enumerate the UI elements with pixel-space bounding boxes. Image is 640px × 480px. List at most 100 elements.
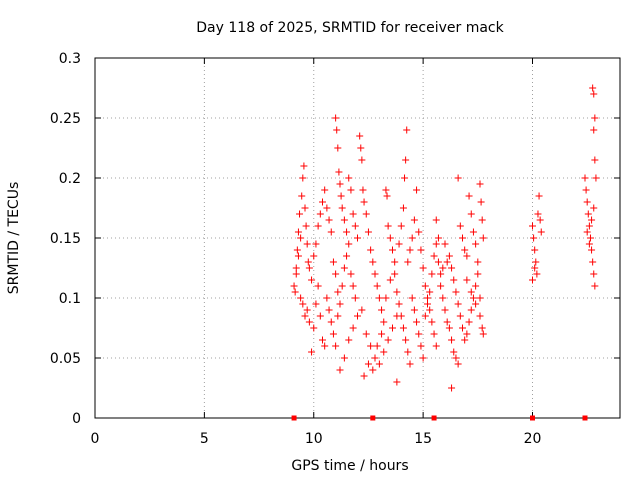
data-point [437,282,445,290]
data-point [432,240,440,248]
chart-title: Day 118 of 2025, SRMTID for receiver mac… [196,20,504,36]
data-point [360,198,368,206]
data-point [408,234,416,242]
data-point [340,216,348,224]
data-point [319,198,326,206]
data-point [305,264,313,272]
data-point [590,270,598,278]
data-point [478,324,486,332]
data-point [335,168,343,176]
data-point [581,174,589,182]
data-point [303,240,311,248]
data-point [351,222,359,230]
data-point [354,234,361,242]
data-point [327,228,335,236]
data-point [463,330,471,338]
data-point [417,342,425,350]
data-point [354,312,361,320]
tick-labels: 0 5 10 15 20 0 0.05 0.1 0.15 0.2 0.25 0.3 [50,51,542,447]
data-point [294,228,302,236]
data-point [393,288,401,296]
data-point [308,348,316,356]
x-tick-label: 0 [91,431,100,447]
data-point [450,348,458,356]
data-point [461,336,469,344]
data-point [325,306,333,314]
data-point [588,216,596,224]
data-point [399,324,407,332]
data-point [401,174,409,182]
data-point [432,342,440,350]
data-point [443,258,451,266]
y-tick-label: 0.2 [59,171,81,187]
data-point [591,282,599,290]
data-point [590,90,598,98]
data-point [530,234,538,242]
data-point [463,276,471,284]
data-point [386,234,394,242]
data-point [333,126,341,134]
data-point [428,270,436,278]
data-point [332,342,340,350]
data-point [406,246,414,254]
data-point [337,192,345,200]
data-point [347,270,355,278]
data-point [439,264,447,272]
data-point [424,300,431,308]
data-point [439,294,447,302]
y-axis-label: SRMTID / TECUs [6,182,22,295]
data-point [327,318,335,326]
data-point [428,318,436,326]
data-point [478,216,486,224]
data-point [314,222,322,230]
data-point [373,342,381,350]
data-point [301,204,309,212]
data-point [292,270,300,278]
data-point [592,174,600,182]
data-point [448,264,456,272]
x-tick-label: 10 [305,431,323,447]
x-tick-label: 20 [524,431,542,447]
data-point [529,276,536,284]
data-point [336,300,344,308]
data-point [375,294,383,302]
data-point [329,258,337,266]
data-point [441,240,449,248]
data-point [362,330,370,338]
data-point [305,318,313,326]
data-point [434,234,442,242]
data-point [296,210,304,218]
data-point [332,114,340,122]
data-point [395,300,403,308]
data-point [430,252,438,260]
data-point [437,270,445,278]
data-point [413,186,421,194]
data-point [345,240,353,248]
data-point [533,270,541,278]
x-tick-label: 15 [414,431,432,447]
data-point [323,294,331,302]
data-point [448,336,456,344]
data-point [476,294,484,302]
data-point [373,282,381,290]
data-point [312,300,320,308]
data-point [588,246,596,254]
data-point [534,210,542,218]
y-tick-label: 0.1 [59,291,81,307]
data-point [583,198,591,206]
data-point [378,306,386,314]
data-point [591,156,599,164]
data-point [529,222,536,230]
data-point [472,282,480,290]
data-point [426,288,434,296]
data-point [364,360,372,368]
data-point [467,210,475,218]
data-point [532,258,540,266]
data-point [590,204,598,212]
data-point [590,126,598,134]
data-point [343,228,351,236]
data-point [430,330,438,338]
data-point [357,144,365,152]
data-point [583,228,591,236]
zero-data-point [291,415,297,421]
